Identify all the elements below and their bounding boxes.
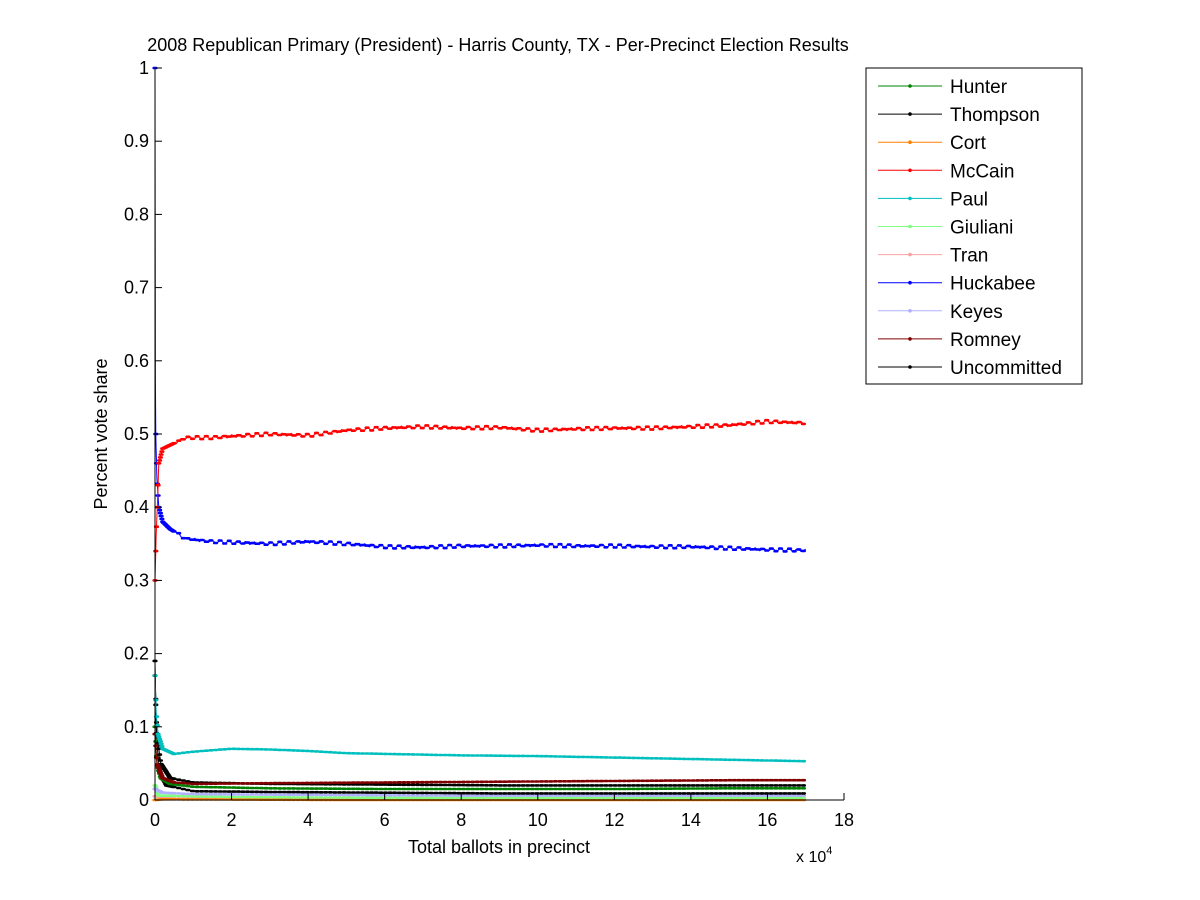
x-tick-label-4: 8 bbox=[456, 810, 466, 830]
legend-marker-thompson bbox=[908, 112, 912, 116]
legend-label-hunter: Hunter bbox=[950, 77, 1008, 98]
legend-item-thompson: Thompson bbox=[878, 105, 1040, 126]
legend-item-mccain: McCain bbox=[878, 161, 1014, 182]
x-axis-label: Total ballots in precinct bbox=[408, 837, 590, 857]
legend-item-paul: Paul bbox=[878, 189, 988, 210]
chart-title: 2008 Republican Primary (President) - Ha… bbox=[147, 35, 849, 55]
y-axis-label: Percent vote share bbox=[91, 358, 111, 509]
y-tick-label-3: 0.3 bbox=[124, 570, 149, 590]
legend-item-keyes: Keyes bbox=[878, 302, 1003, 323]
legend-item-hunter: Hunter bbox=[878, 77, 1008, 98]
y-tick-label-5: 0.5 bbox=[124, 424, 149, 444]
legend-label-mccain: McCain bbox=[950, 161, 1014, 182]
series-layer bbox=[152, 66, 807, 802]
y-tick-label-1: 0.1 bbox=[124, 717, 149, 737]
legend-marker-huckabee bbox=[908, 280, 912, 285]
y-tick-label-7: 0.7 bbox=[124, 278, 149, 298]
x-tick-label-8: 16 bbox=[757, 810, 777, 830]
x-multiplier-exponent: 4 bbox=[826, 845, 832, 857]
legend-label-giuliani: Giuliani bbox=[950, 218, 1013, 239]
series-paul bbox=[152, 674, 806, 763]
legend-marker-hunter bbox=[908, 84, 912, 88]
legend-marker-uncommitted bbox=[908, 365, 912, 369]
legend-item-giuliani: Giuliani bbox=[878, 218, 1013, 239]
legend-marker-giuliani bbox=[908, 224, 912, 229]
legend-marker-paul bbox=[908, 196, 912, 201]
legend-label-huckabee: Huckabee bbox=[950, 274, 1036, 295]
x-tick-label-3: 6 bbox=[380, 810, 390, 830]
legend: Hunter Thompson Cort McCain Paul Giuliani Tran… bbox=[865, 67, 1083, 385]
legend-item-uncommitted: Uncommitted bbox=[878, 358, 1062, 379]
x-tick-label-2: 4 bbox=[303, 810, 313, 830]
legend-label-tran: Tran bbox=[950, 246, 988, 267]
legend-item-romney: Romney bbox=[878, 330, 1021, 351]
y-tick-label-9: 0.9 bbox=[124, 131, 149, 151]
x-multiplier-base: x 10 bbox=[796, 849, 826, 866]
y-tick-label-6: 0.6 bbox=[124, 351, 149, 371]
legend-label-uncommitted: Uncommitted bbox=[950, 358, 1062, 379]
x-tick-label-9: 18 bbox=[834, 810, 854, 830]
legend-label-cort: Cort bbox=[950, 133, 987, 154]
legend-label-romney: Romney bbox=[950, 330, 1021, 351]
legend-item-huckabee: Huckabee bbox=[878, 274, 1036, 295]
legend-item-cort: Cort bbox=[878, 133, 987, 154]
axis-ticks: 0 2 4 6 8 10 12 14 16 18 0 0.1 0.2 0.3 0.4 0.5 0.6 0.7 0.8… bbox=[124, 58, 854, 830]
legend-marker-tran bbox=[908, 252, 912, 257]
legend-marker-cort bbox=[908, 140, 912, 144]
legend-marker-keyes bbox=[908, 309, 912, 313]
legend-marker-mccain bbox=[908, 168, 912, 173]
x-tick-label-5: 10 bbox=[528, 810, 548, 830]
y-tick-label-8: 0.8 bbox=[124, 204, 149, 224]
y-tick-label-2: 0.2 bbox=[124, 644, 149, 664]
y-tick-label-0: 0 bbox=[139, 790, 149, 810]
legend-item-tran: Tran bbox=[878, 246, 988, 267]
x-tick-label-1: 2 bbox=[227, 810, 237, 830]
x-axis-multiplier: x 104 bbox=[796, 845, 832, 866]
y-tick-label-10: 1 bbox=[139, 58, 149, 78]
x-tick-label-6: 12 bbox=[604, 810, 624, 830]
legend-marker-romney bbox=[908, 337, 912, 341]
legend-label-paul: Paul bbox=[950, 189, 988, 210]
legend-label-thompson: Thompson bbox=[950, 105, 1040, 126]
y-tick-label-4: 0.4 bbox=[124, 497, 149, 517]
legend-label-keyes: Keyes bbox=[950, 302, 1003, 323]
x-tick-label-0: 0 bbox=[150, 810, 160, 830]
series-mccain bbox=[152, 418, 806, 582]
x-tick-label-7: 14 bbox=[681, 810, 701, 830]
